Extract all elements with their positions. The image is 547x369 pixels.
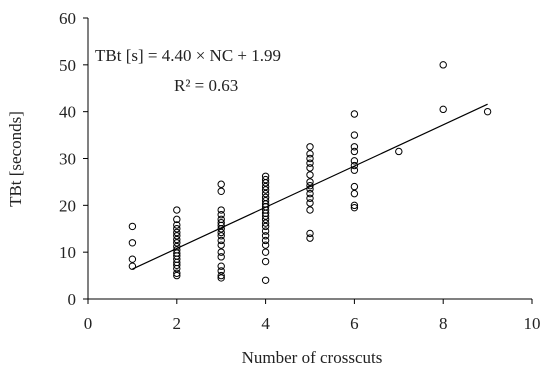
- data-point: [350, 157, 359, 165]
- data-point: [350, 189, 359, 198]
- data-point: [217, 206, 225, 214]
- data-point: [306, 199, 314, 207]
- data-point: [261, 276, 270, 284]
- data-point: [261, 236, 270, 245]
- data-point: [261, 193, 270, 202]
- y-tick-label: 40: [59, 103, 76, 122]
- data-point: [217, 232, 225, 240]
- data-point: [173, 225, 181, 233]
- data-point: [128, 262, 137, 270]
- data-point: [173, 221, 181, 229]
- data-point: [217, 211, 225, 219]
- x-tick-label: 8: [439, 314, 448, 333]
- data-point: [173, 269, 181, 277]
- data-point: [261, 182, 270, 191]
- data-point: [261, 172, 270, 180]
- data-point: [173, 239, 181, 247]
- data-points: [128, 61, 492, 284]
- data-point: [173, 232, 181, 240]
- data-point: [261, 257, 270, 266]
- data-point: [261, 222, 270, 231]
- data-point: [173, 228, 181, 237]
- ticks: [83, 17, 533, 304]
- data-point: [217, 253, 225, 261]
- data-point: [306, 150, 314, 158]
- data-point: [439, 105, 447, 114]
- data-point: [306, 206, 314, 214]
- data-point: [173, 271, 181, 280]
- tick-labels: 0 2 4 6 8 10 0 10 20 30 40 50 60: [59, 9, 541, 333]
- x-tick-label: 0: [84, 314, 93, 333]
- data-point: [128, 255, 137, 263]
- data-point: [395, 147, 403, 156]
- data-point: [261, 219, 270, 227]
- data-point: [306, 178, 314, 186]
- data-point: [483, 107, 492, 116]
- data-point: [128, 222, 137, 231]
- y-tick-label: 0: [68, 290, 77, 309]
- data-point: [350, 110, 359, 118]
- y-tick-label: 30: [59, 150, 76, 169]
- data-point: [217, 262, 225, 270]
- data-point: [306, 194, 314, 203]
- data-point: [350, 143, 359, 151]
- data-point: [350, 166, 359, 174]
- x-tick-label: 2: [173, 314, 182, 333]
- data-point: [261, 175, 270, 184]
- data-point: [217, 236, 225, 245]
- regression-line: [132, 103, 488, 270]
- r-squared-annotation: R² = 0.63: [174, 76, 238, 95]
- y-tick-label: 20: [59, 196, 76, 215]
- data-point: [217, 274, 225, 282]
- data-point: [217, 218, 225, 227]
- data-point: [217, 187, 225, 195]
- x-tick-label: 6: [350, 314, 359, 333]
- data-point: [306, 159, 314, 167]
- data-point: [261, 196, 270, 205]
- x-tick-label: 4: [261, 314, 270, 333]
- data-point: [173, 215, 181, 224]
- data-point: [306, 164, 314, 172]
- data-point: [350, 201, 359, 210]
- data-point: [217, 180, 225, 188]
- data-point: [217, 241, 225, 249]
- y-tick-label: 50: [59, 56, 76, 75]
- x-tick-label: 10: [524, 314, 541, 333]
- y-tick-label: 60: [59, 9, 76, 28]
- data-point: [173, 235, 181, 244]
- data-point: [217, 248, 225, 256]
- data-point: [306, 185, 314, 193]
- data-point: [217, 228, 225, 237]
- data-point: [306, 229, 314, 238]
- data-point: [173, 206, 181, 214]
- data-point: [128, 239, 137, 247]
- x-axis-title: Number of crosscuts: [242, 348, 383, 367]
- data-point: [261, 227, 270, 235]
- data-point: [306, 143, 314, 151]
- data-point: [261, 232, 270, 240]
- data-point: [350, 182, 359, 191]
- data-point: [217, 271, 225, 280]
- data-point: [261, 248, 270, 256]
- data-point: [306, 171, 314, 179]
- data-point: [350, 203, 359, 212]
- y-axis-title: TBt [seconds]: [6, 111, 25, 207]
- data-point: [261, 186, 270, 194]
- data-point: [261, 189, 270, 198]
- data-point: [350, 131, 359, 139]
- data-point: [217, 267, 225, 275]
- equation-annotation: TBt [s] = 4.40 × NC + 1.99: [95, 46, 281, 65]
- data-point: [306, 234, 314, 242]
- data-point: [439, 61, 447, 69]
- data-point: [261, 241, 270, 249]
- data-point: [306, 154, 314, 163]
- y-tick-label: 10: [59, 243, 76, 262]
- data-point: [350, 147, 359, 156]
- data-point: [217, 215, 225, 224]
- data-point: [306, 189, 314, 198]
- data-point: [350, 161, 359, 170]
